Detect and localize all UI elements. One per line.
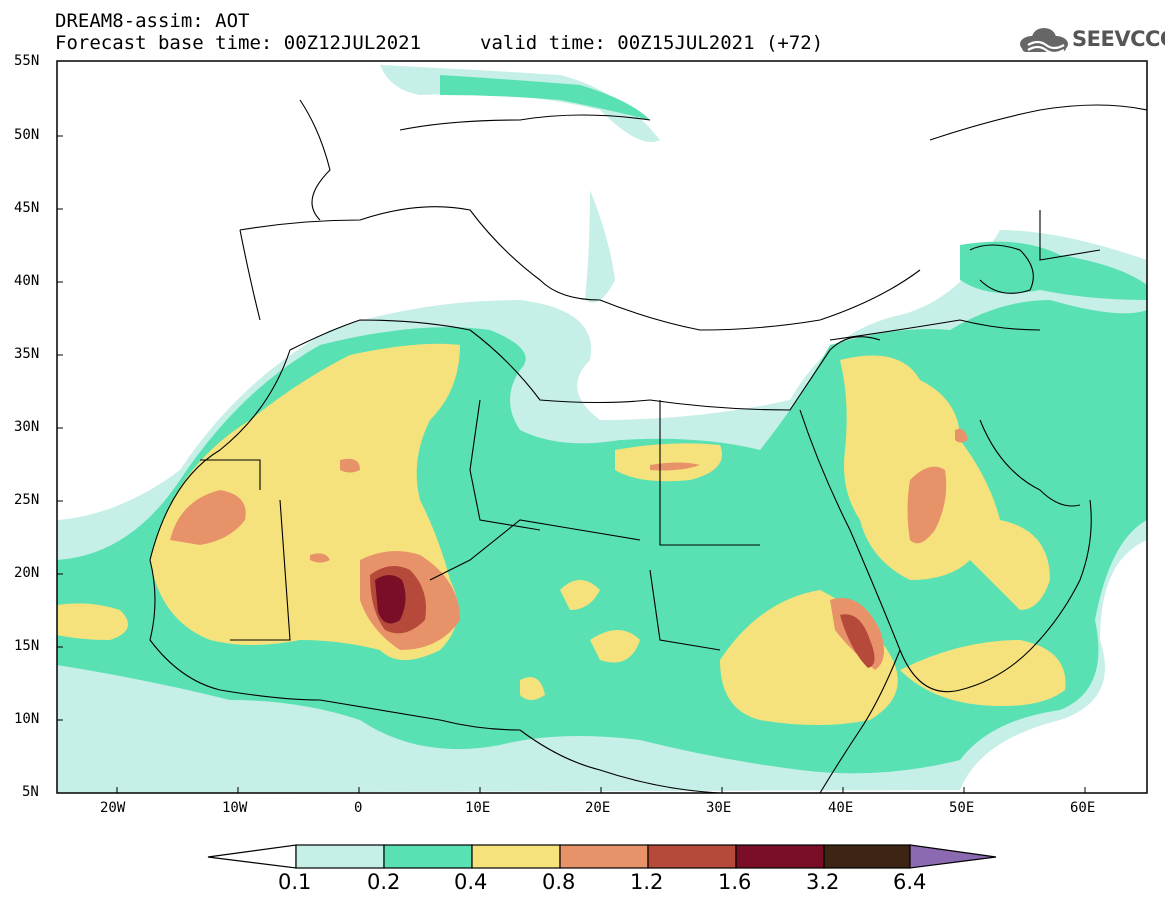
title-base-time: Forecast base time: 00Z12JUL2021 <box>55 32 422 54</box>
colorbar-bin-0.2-0.4 <box>383 844 473 869</box>
colorbar-high-arrow <box>909 844 997 869</box>
lat-label: 40N <box>14 273 40 289</box>
lat-label: 55N <box>14 53 40 69</box>
lon-label: 40E <box>828 800 854 816</box>
lat-label: 10N <box>14 711 40 727</box>
lat-label: 20N <box>14 565 40 581</box>
colorbar-label: 0.2 <box>367 870 401 894</box>
axis-ticks <box>57 60 1086 793</box>
colorbar-bin-1.6-3.2 <box>735 844 825 869</box>
aot-level-1.6 <box>375 575 406 624</box>
colorbar-label: 1.6 <box>718 870 752 894</box>
lat-label: 25N <box>14 492 40 508</box>
lat-label: 5N <box>22 784 39 800</box>
colorbar <box>207 844 997 869</box>
lon-label: 10W <box>222 800 248 816</box>
lon-label: 60E <box>1070 800 1096 816</box>
lat-label: 35N <box>14 346 40 362</box>
lat-label: 30N <box>14 419 40 435</box>
plot-frame <box>56 60 1148 794</box>
colorbar-label: 3.2 <box>806 870 840 894</box>
lat-label: 45N <box>14 200 40 216</box>
lat-label: 15N <box>14 638 40 654</box>
lon-label: 20W <box>100 800 126 816</box>
colorbar-bin-0.8-1.2 <box>559 844 649 869</box>
lon-label: 0 <box>354 800 363 816</box>
title-line-1: DREAM8-assim: AOT <box>55 10 250 32</box>
colorbar-label: 0.1 <box>278 870 312 894</box>
colorbar-bin-3.2-6.4 <box>823 844 911 869</box>
colorbar-label: 6.4 <box>893 870 927 894</box>
coastlines <box>149 99 1147 793</box>
colorbar-bin-0.1-0.2 <box>295 844 385 869</box>
logo-text: SEEVCCC <box>1072 27 1165 51</box>
lon-label: 10E <box>465 800 491 816</box>
colorbar-bin-0.4-0.8 <box>471 844 561 869</box>
lon-label: 20E <box>585 800 611 816</box>
colorbar-label: 1.2 <box>630 870 664 894</box>
colorbar-bin-1.2-1.6 <box>647 844 737 869</box>
cloud-icon <box>1020 28 1068 55</box>
lat-label: 50N <box>14 127 40 143</box>
colorbar-low-arrow <box>207 844 297 869</box>
colorbar-label: 0.8 <box>542 870 576 894</box>
lon-label: 50E <box>949 800 975 816</box>
lon-label: 30E <box>706 800 732 816</box>
colorbar-label: 0.4 <box>454 870 488 894</box>
title-valid-time: valid time: 00Z15JUL2021 (+72) <box>480 32 824 54</box>
